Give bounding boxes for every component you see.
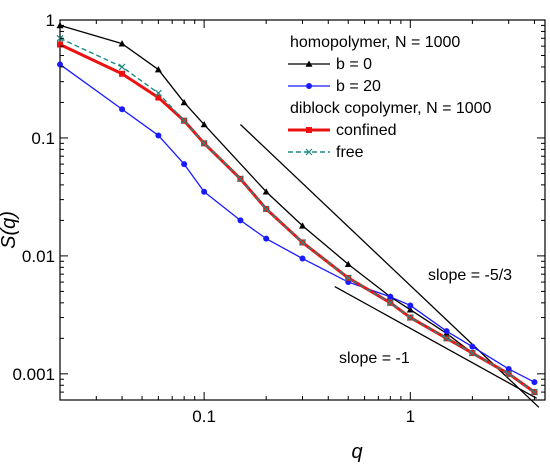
data-point — [469, 343, 476, 350]
data-point — [344, 260, 352, 268]
data-point — [119, 70, 126, 77]
data-point — [443, 334, 451, 342]
reference-lines — [239, 124, 540, 408]
data-point — [386, 299, 394, 307]
x-axis-label: q — [351, 441, 362, 463]
legend: homopolymer, N = 1000 diblock copolymer, … — [288, 34, 492, 161]
legend-entry: confined — [336, 122, 397, 139]
data-point — [505, 370, 513, 378]
x-tick-label: 1 — [406, 407, 415, 426]
data-point — [443, 328, 450, 335]
data-point — [154, 66, 162, 73]
data-point — [57, 41, 63, 48]
data-point — [305, 148, 313, 156]
data-point — [237, 175, 244, 183]
data-point — [531, 388, 538, 396]
reference-line-label: slope = -1 — [339, 350, 410, 367]
series-line — [59, 37, 535, 393]
data-point — [299, 239, 306, 246]
data-point — [387, 293, 394, 300]
data-point — [306, 83, 312, 89]
data-point — [299, 255, 306, 262]
y-tick-label: 0.01 — [22, 247, 55, 266]
data-point — [119, 106, 126, 113]
series-layer — [56, 21, 538, 396]
data-point — [305, 60, 313, 67]
data-point — [155, 132, 162, 139]
data-point — [118, 40, 126, 47]
legend-entry: b = 20 — [336, 78, 381, 95]
series-free — [56, 34, 538, 396]
data-point — [181, 161, 188, 168]
legend-entry: b = 0 — [336, 56, 372, 73]
plot-area: 0.1 1 0.001 0.01 0.1 1 — [12, 11, 546, 426]
y-tick-label: 1 — [46, 11, 55, 30]
data-point — [57, 61, 63, 68]
data-point — [505, 365, 512, 372]
data-point — [201, 188, 208, 195]
reference-line-label: slope = -5/3 — [428, 267, 512, 284]
data-point — [306, 127, 312, 133]
y-tick-label: 0.1 — [31, 129, 55, 148]
x-tick-label: 0.1 — [192, 407, 216, 426]
data-point — [262, 205, 270, 213]
series-line — [59, 43, 536, 394]
data-point — [262, 188, 270, 195]
data-point — [406, 314, 414, 321]
legend-header: diblock copolymer, N = 1000 — [290, 100, 492, 117]
data-point — [406, 306, 414, 313]
legend-header: homopolymer, N = 1000 — [290, 34, 460, 51]
data-point — [154, 89, 162, 97]
data-point — [468, 349, 476, 357]
data-point — [531, 379, 538, 386]
plot-frame — [59, 19, 546, 401]
y-tick-label: 0.001 — [12, 365, 55, 384]
data-point — [200, 139, 208, 147]
data-point — [263, 235, 270, 242]
data-point — [237, 217, 244, 224]
reference-labels: slope = -5/3 slope = -1 — [339, 267, 512, 367]
reference-line — [334, 285, 537, 399]
data-point — [407, 302, 414, 309]
legend-entry: free — [336, 144, 364, 161]
series-b-20 — [57, 61, 538, 386]
data-point — [344, 274, 352, 282]
data-point — [118, 63, 126, 71]
data-point — [180, 117, 188, 125]
data-point — [180, 98, 188, 106]
y-axis-label: S(q) — [0, 211, 20, 249]
reference-line — [239, 124, 540, 408]
data-point — [155, 94, 162, 101]
axis-ticks: 0.1 1 0.001 0.01 0.1 1 — [12, 11, 545, 426]
data-point — [200, 121, 208, 128]
data-point — [299, 222, 306, 229]
